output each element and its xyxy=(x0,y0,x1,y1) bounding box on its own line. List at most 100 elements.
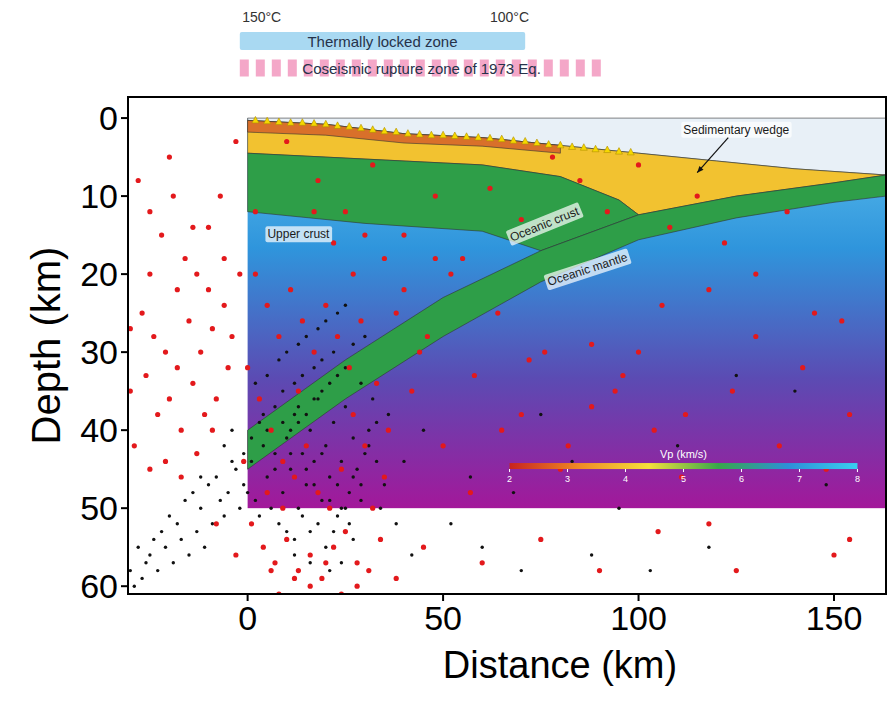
quake xyxy=(223,444,226,447)
quake xyxy=(269,568,274,573)
quake xyxy=(305,483,308,486)
x-tick-label: 150 xyxy=(806,599,863,637)
quake xyxy=(401,287,406,292)
quake xyxy=(433,194,438,199)
arrow xyxy=(697,138,728,173)
quake xyxy=(383,483,386,486)
y-tick xyxy=(121,273,128,275)
y-tick-label: 60 xyxy=(80,567,118,605)
quake xyxy=(297,421,300,424)
y-axis-title: Depth (km) xyxy=(24,247,68,445)
station xyxy=(322,120,329,127)
quake xyxy=(210,326,215,331)
quake xyxy=(194,451,199,456)
quake xyxy=(190,381,195,386)
colorbar-tick-label: 4 xyxy=(623,474,628,484)
quake xyxy=(312,483,315,486)
quake xyxy=(344,304,347,307)
quake xyxy=(229,334,234,339)
arrow-head xyxy=(697,166,703,173)
quake xyxy=(839,318,844,323)
quake xyxy=(288,287,293,292)
quake xyxy=(589,404,594,409)
quake xyxy=(375,460,378,463)
quake xyxy=(168,514,171,517)
quake xyxy=(241,459,246,464)
quake xyxy=(613,389,618,394)
plot-area xyxy=(128,116,886,594)
quake xyxy=(151,334,156,339)
quake xyxy=(375,421,378,424)
station xyxy=(557,141,564,148)
top-bar-label: Coseismic rupture zone of 1973 Eq. xyxy=(302,60,540,77)
colorbar-tick-label: 3 xyxy=(565,474,570,484)
x-tick-label: 100 xyxy=(610,599,667,637)
quake xyxy=(323,303,328,308)
quake xyxy=(186,318,191,323)
quake xyxy=(402,460,405,463)
quake xyxy=(312,350,317,355)
station xyxy=(428,131,435,138)
quake xyxy=(172,561,175,564)
quake xyxy=(273,468,276,471)
y-tick-label: 30 xyxy=(80,333,118,371)
quake xyxy=(284,139,289,144)
quake xyxy=(363,335,366,338)
station xyxy=(592,145,599,152)
station xyxy=(475,134,482,141)
quake xyxy=(233,139,238,144)
quake xyxy=(847,537,852,542)
quake xyxy=(348,522,351,525)
quake xyxy=(312,209,317,214)
station xyxy=(346,123,353,129)
quake xyxy=(499,428,504,433)
quake xyxy=(538,537,543,542)
x-axis-title: Distance (km) xyxy=(443,644,677,686)
quake xyxy=(550,155,555,160)
quake xyxy=(222,256,227,261)
quake xyxy=(324,444,327,447)
quake xyxy=(448,272,453,277)
quake xyxy=(793,389,796,392)
quake xyxy=(167,155,172,160)
quake xyxy=(175,365,180,370)
quake xyxy=(254,382,257,385)
quake xyxy=(527,357,532,362)
quake xyxy=(347,365,352,370)
quake xyxy=(352,538,355,541)
station xyxy=(252,116,259,123)
quake xyxy=(336,311,339,314)
quake xyxy=(304,443,309,448)
quake xyxy=(258,421,261,424)
quake xyxy=(300,318,305,323)
quake xyxy=(355,584,360,589)
station xyxy=(334,122,341,129)
quake xyxy=(292,474,297,479)
quake xyxy=(230,429,233,432)
quake xyxy=(140,577,143,580)
quake xyxy=(309,561,312,564)
quake xyxy=(202,412,207,417)
quake xyxy=(382,256,387,261)
quake xyxy=(242,452,245,455)
quake xyxy=(707,546,710,549)
quake xyxy=(234,468,237,471)
label-patch xyxy=(265,226,332,242)
quake xyxy=(266,374,269,377)
quake xyxy=(735,374,738,377)
quake xyxy=(183,256,188,261)
quake xyxy=(305,413,308,416)
quake xyxy=(800,365,805,370)
y-tick xyxy=(121,195,128,197)
plot-frame xyxy=(128,97,886,594)
top-bar-label: Thermally locked zone xyxy=(307,33,457,50)
quake xyxy=(246,491,249,494)
quake xyxy=(656,529,661,534)
quake xyxy=(164,546,167,549)
quake xyxy=(336,483,339,486)
quake xyxy=(312,366,315,369)
quake xyxy=(155,412,160,417)
quake xyxy=(348,491,351,494)
quake xyxy=(730,389,735,394)
quake xyxy=(847,412,852,417)
